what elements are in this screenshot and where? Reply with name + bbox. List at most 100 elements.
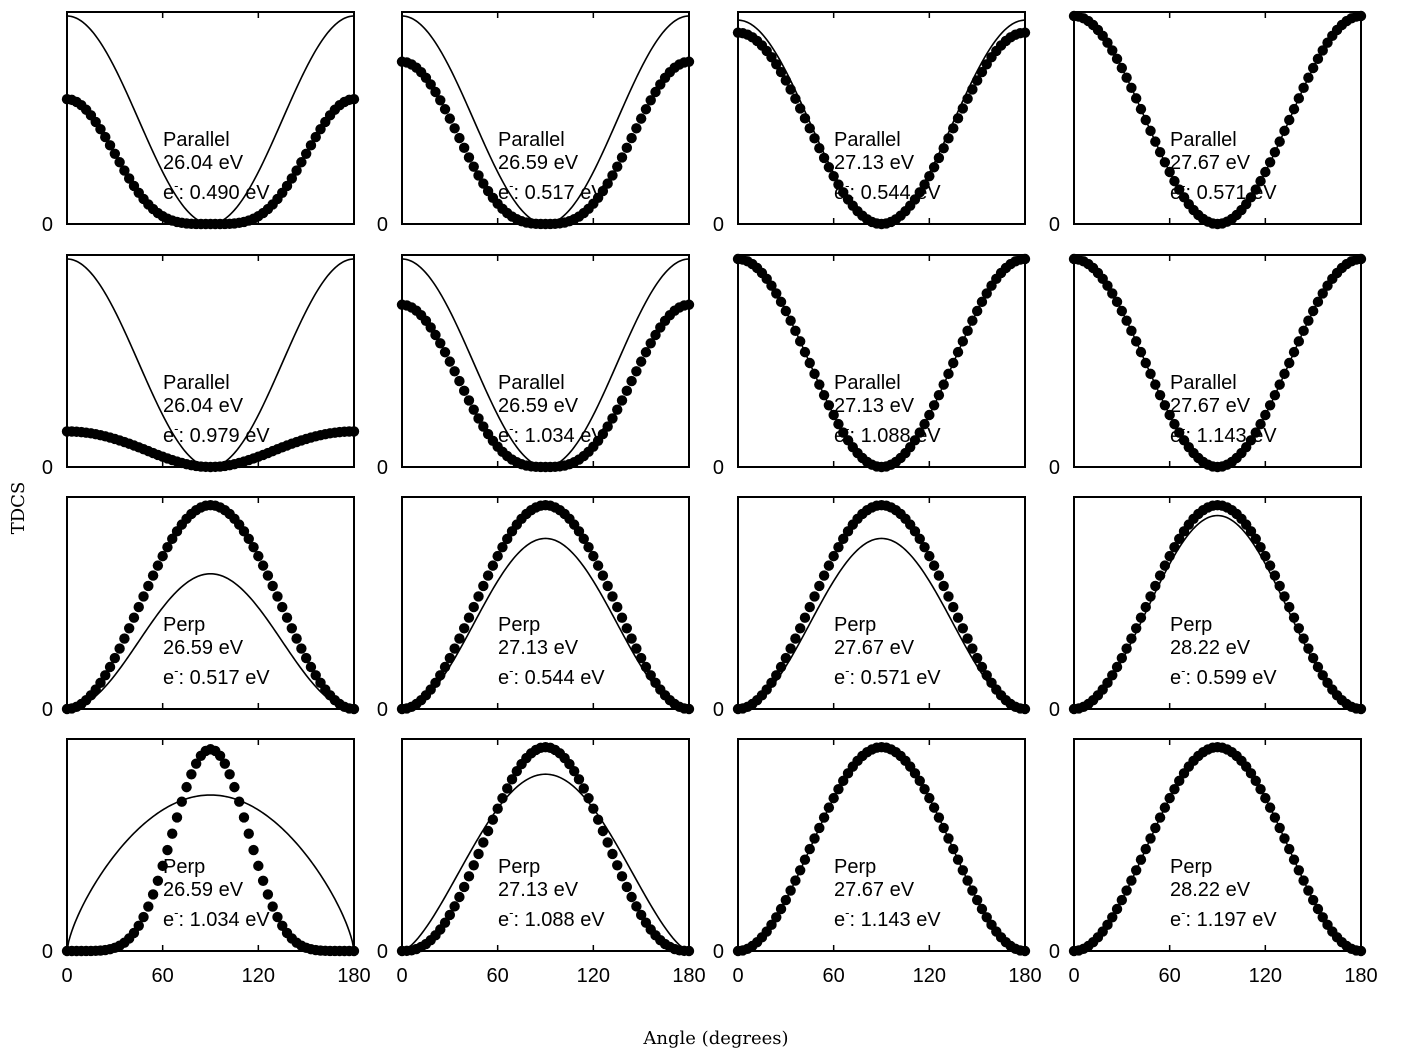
data-point: [1102, 677, 1113, 689]
electron-superscript: -: [1181, 905, 1185, 920]
electron-superscript: -: [1181, 178, 1185, 193]
data-point: [138, 911, 149, 923]
data-point: [458, 142, 470, 154]
data-point: [1150, 136, 1161, 147]
electron-energy-value: : 0.490 eV: [178, 182, 270, 204]
data-point: [1250, 427, 1261, 438]
data-point: [473, 591, 484, 602]
data-point: [766, 919, 777, 931]
data-point: [1312, 296, 1324, 308]
data-point: [300, 652, 312, 664]
data-point: [152, 875, 164, 886]
data-point: [114, 157, 125, 168]
data-point: [976, 661, 988, 673]
data-point: [957, 865, 969, 876]
data-point: [809, 833, 820, 844]
data-point: [458, 623, 470, 634]
data-point: [167, 533, 178, 545]
panel-electron-energy: e-: 0.517 eV: [163, 663, 270, 689]
data-point: [602, 421, 613, 432]
y-zero-label: 0: [713, 699, 724, 721]
panel-photon-energy: 28.22 eV: [1170, 879, 1251, 901]
panel-photon-energy: 27.13 eV: [498, 637, 579, 659]
data-point: [971, 75, 983, 86]
data-point: [909, 526, 921, 537]
data-point: [439, 917, 451, 928]
data-point: [171, 812, 183, 823]
data-point: [597, 428, 609, 440]
data-point: [444, 909, 456, 921]
data-point: [1317, 670, 1328, 681]
x-tick-label: 180: [337, 965, 370, 987]
data-point: [214, 750, 226, 761]
data-point: [1159, 157, 1171, 168]
panel-electron-energy: e-: 0.544 eV: [834, 178, 941, 204]
data-point: [1274, 136, 1285, 147]
electron-superscript: -: [845, 905, 849, 920]
x-tick-label: 60: [152, 965, 174, 987]
data-point: [1279, 591, 1290, 602]
data-point: [1145, 833, 1156, 844]
data-point: [780, 894, 792, 906]
data-point: [790, 325, 801, 337]
electron-prefix: e: [834, 182, 845, 204]
data-point: [291, 633, 302, 644]
data-point: [147, 570, 159, 581]
data-point: [583, 541, 594, 553]
data-point: [607, 848, 618, 860]
data-point: [612, 404, 623, 415]
data-point: [502, 783, 513, 794]
electron-prefix: e: [1170, 182, 1181, 204]
panel-photon-energy: 27.13 eV: [834, 395, 915, 417]
data-point: [794, 103, 806, 114]
electron-prefix: e: [834, 909, 845, 931]
data-point: [439, 347, 451, 358]
data-point: [1140, 843, 1151, 855]
data-point: [262, 570, 274, 581]
data-point: [1255, 783, 1266, 795]
data-point: [1164, 166, 1175, 178]
data-point: [780, 305, 792, 317]
data-point: [948, 357, 959, 369]
data-point: [238, 526, 250, 537]
data-point: [971, 652, 983, 664]
data-point: [838, 533, 849, 545]
electron-prefix: e: [498, 909, 509, 931]
data-point: [114, 643, 125, 654]
data-point: [1154, 389, 1166, 401]
data-point: [928, 802, 940, 813]
data-point: [799, 854, 811, 865]
data-point: [506, 774, 518, 785]
data-point: [631, 901, 642, 912]
panel-electron-energy: e-: 1.197 eV: [1170, 905, 1277, 931]
data-point: [775, 661, 787, 673]
data-point: [224, 769, 235, 780]
data-point: [1303, 315, 1314, 326]
data-point: [1130, 865, 1142, 876]
data-point: [804, 601, 815, 613]
panel-electron-energy: e-: 1.088 eV: [834, 421, 941, 447]
data-point: [976, 296, 988, 308]
data-point: [823, 162, 835, 173]
data-point: [1135, 854, 1147, 865]
data-point: [1130, 93, 1142, 104]
panel-photon-energy: 27.67 eV: [834, 879, 915, 901]
data-point: [473, 848, 484, 860]
data-point: [482, 825, 494, 837]
data-point: [971, 894, 983, 906]
data-point: [597, 825, 609, 837]
panel-photon-energy: 26.59 eV: [163, 637, 244, 659]
data-point: [1102, 919, 1113, 931]
data-point: [1250, 184, 1261, 195]
data-point: [967, 84, 978, 95]
data-point: [1107, 670, 1118, 681]
data-point: [1269, 389, 1281, 401]
data-point: [162, 541, 173, 553]
panel-geometry-label: Perp: [498, 614, 540, 636]
